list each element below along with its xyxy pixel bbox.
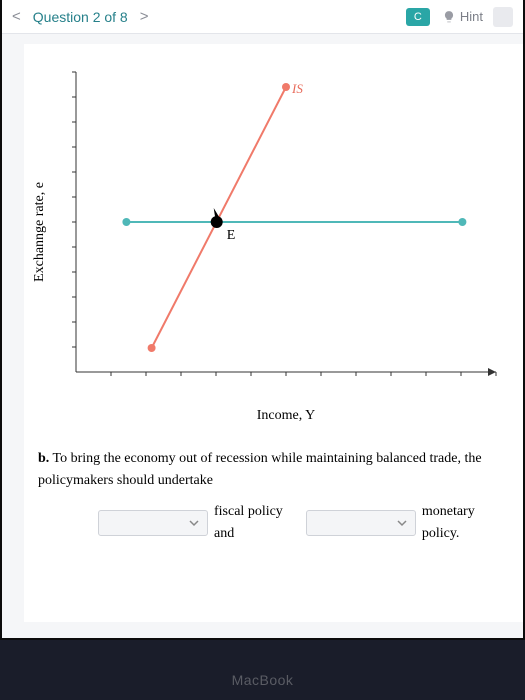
mid-text-2: monetary policy.	[422, 501, 509, 544]
next-question-button[interactable]: >	[140, 8, 149, 25]
device-label: MacBook	[232, 672, 294, 688]
mid-text-1: fiscal policy and	[214, 501, 300, 544]
question-text: To bring the economy out of recession wh…	[38, 451, 482, 488]
topbar: < Question 2 of 8 > C Hint	[2, 0, 523, 34]
x-axis-label: Income, Y	[257, 408, 316, 424]
chevron-down-icon	[397, 518, 407, 528]
content-panel: Exchannge rate, e Income, Y E IS b. To b…	[24, 44, 523, 622]
chart: Exchannge rate, e Income, Y E IS	[66, 62, 506, 402]
chevron-down-icon	[189, 518, 199, 528]
hint-button[interactable]: Hint	[442, 9, 483, 24]
IS-line-label: IS	[292, 81, 303, 97]
monetary-policy-select[interactable]	[306, 510, 416, 536]
question-counter: Question 2 of 8	[33, 9, 128, 25]
question-b: b. To bring the economy out of recession…	[38, 448, 509, 545]
question-prefix: b.	[38, 451, 49, 466]
point-E-label: E	[227, 228, 236, 244]
hint-label: Hint	[460, 9, 483, 24]
answer-row: fiscal policy and monetary policy.	[98, 501, 509, 544]
menu-button[interactable]	[493, 7, 513, 27]
fiscal-policy-select[interactable]	[98, 510, 208, 536]
chart-svg	[66, 62, 506, 382]
app-screen: < Question 2 of 8 > C Hint Exchannge rat…	[0, 0, 525, 640]
lightbulb-icon	[442, 10, 456, 24]
check-button[interactable]: C	[406, 8, 430, 26]
prev-question-button[interactable]: <	[12, 8, 21, 25]
y-axis-label: Exchannge rate, e	[32, 182, 48, 282]
question-nav: < Question 2 of 8 >	[12, 8, 148, 25]
